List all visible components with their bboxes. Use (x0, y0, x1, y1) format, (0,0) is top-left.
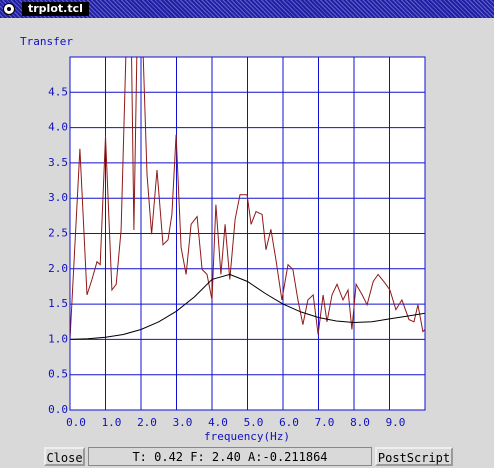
chart: Transfer frequency(Hz) 0.0 1.0 2.0 3.0 4.0 5.… (20, 35, 426, 443)
x-tick-label: 0.0 (66, 416, 86, 429)
x-tick-label: 6.0 (279, 416, 299, 429)
y-tick-label: 2.0 (48, 262, 68, 275)
window-menu[interactable] (3, 3, 15, 15)
y-tick-label: 3.0 (48, 191, 68, 204)
x-tick-label: 7.0 (315, 416, 335, 429)
title-bar: trplot.tcl (0, 0, 494, 18)
plot-frame (69, 56, 426, 411)
y-tick-label: 0.5 (48, 368, 68, 381)
status-field: T: 0.42 F: 2.40 A:-0.211864 (88, 447, 372, 466)
x-tick-label: 2.0 (137, 416, 157, 429)
x-tick-label: 8.0 (350, 416, 370, 429)
data-line (70, 273, 425, 340)
window-title: trplot.tcl (22, 2, 89, 16)
close-button[interactable]: Close (44, 447, 85, 466)
y-tick-label: 3.5 (48, 156, 68, 169)
x-tick-label: 4.0 (208, 416, 228, 429)
y-tick-label: 2.5 (48, 227, 68, 240)
postscript-button[interactable]: PostScript (375, 447, 453, 466)
y-tick-label: 0.0 (48, 403, 68, 416)
x-tick-label: 9.0 (386, 416, 406, 429)
y-tick-label: 4.0 (48, 121, 68, 134)
y-tick-label: 4.5 (48, 85, 68, 98)
y-tick-label: 1.5 (48, 297, 68, 310)
x-tick-label: 1.0 (102, 416, 122, 429)
x-tick-label: 3.0 (173, 416, 193, 429)
data-line (70, 57, 425, 340)
x-axis-label: frequency(Hz) (204, 430, 290, 443)
x-tick-label: 5.0 (244, 416, 264, 429)
y-tick-label: 1.0 (48, 332, 68, 345)
y-axis-label: Transfer (20, 35, 73, 48)
